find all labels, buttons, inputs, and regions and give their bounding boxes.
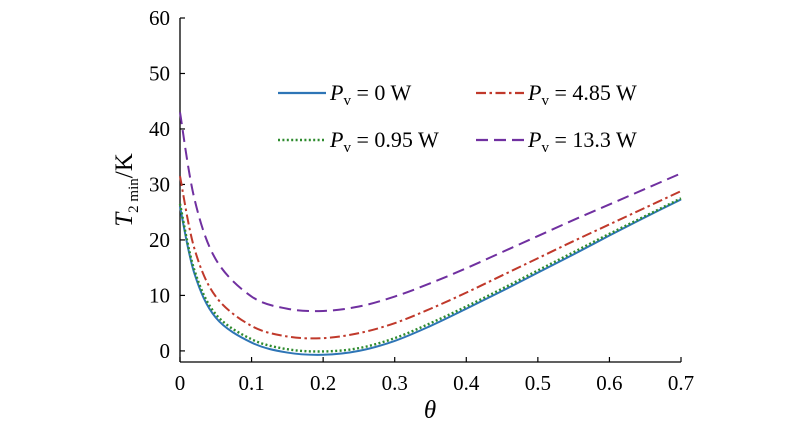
legend-label: Pv = 0.95 W [329, 127, 439, 156]
x-axis-title: θ [424, 397, 436, 424]
y-axis-title-sub: 2 min [126, 178, 142, 213]
series-line-1 [178, 197, 682, 353]
legend-item-2: Pv = 4.85 W [476, 80, 637, 109]
y-tick-label: 60 [149, 6, 170, 30]
y-ticks: 0 10 20 30 40 50 60 [149, 6, 185, 363]
legend-label-rest: = 0 W [351, 80, 412, 105]
x-tick-label: 0.6 [596, 371, 622, 395]
y-axis-title-unit: /K [111, 153, 138, 178]
legend-label-main: P [527, 80, 541, 105]
legend-label-sub: v [343, 93, 351, 109]
legend-label-rest: = 0.95 W [351, 127, 439, 152]
legend-item-1: Pv = 0.95 W [278, 127, 439, 156]
x-tick-label: 0.3 [382, 371, 408, 395]
series-line-0 [179, 198, 682, 356]
legend-label: Pv = 13.3 W [527, 127, 637, 156]
legend: Pv = 0 WPv = 0.95 WPv = 4.85 WPv = 13.3 … [278, 80, 637, 156]
legend-label-rest: = 13.3 W [549, 127, 637, 152]
legend-label-sub: v [541, 140, 549, 156]
y-tick-label: 10 [149, 283, 170, 307]
legend-label-main: P [329, 80, 343, 105]
y-tick-label: 0 [160, 339, 171, 363]
legend-label-main: P [329, 127, 343, 152]
x-tick-label: 0.5 [525, 371, 551, 395]
legend-label-rest: = 4.85 W [549, 80, 637, 105]
legend-item-0: Pv = 0 W [278, 80, 411, 109]
series-line-2 [179, 175, 682, 340]
legend-label-sub: v [541, 93, 549, 109]
y-tick-label: 20 [149, 228, 170, 252]
legend-item-3: Pv = 13.3 W [476, 127, 637, 156]
x-tick-label: 0.4 [453, 371, 480, 395]
x-ticks: 0 0.1 0.2 0.3 0.4 0.5 0.6 0.7 [175, 357, 694, 395]
x-tick-label: 0.2 [310, 371, 336, 395]
legend-label-sub: v [343, 140, 351, 156]
y-tick-label: 50 [149, 61, 170, 85]
legend-label: Pv = 0 W [329, 80, 411, 109]
x-tick-label: 0.1 [238, 371, 264, 395]
series-lines [178, 112, 682, 356]
legend-label: Pv = 4.85 W [527, 80, 637, 109]
y-axis-title: T2 min/K [111, 153, 142, 227]
y-tick-label: 30 [149, 172, 170, 196]
x-tick-label: 0 [175, 371, 186, 395]
legend-label-main: P [527, 127, 541, 152]
series-line-3 [179, 112, 682, 313]
plot-area: 0 0.1 0.2 0.3 0.4 0.5 0.6 0.7 0 10 20 30 40 50 60 [149, 6, 694, 395]
y-axis-title-main: T [111, 211, 138, 227]
y-tick-label: 40 [149, 117, 170, 141]
x-tick-label: 0.7 [668, 371, 694, 395]
